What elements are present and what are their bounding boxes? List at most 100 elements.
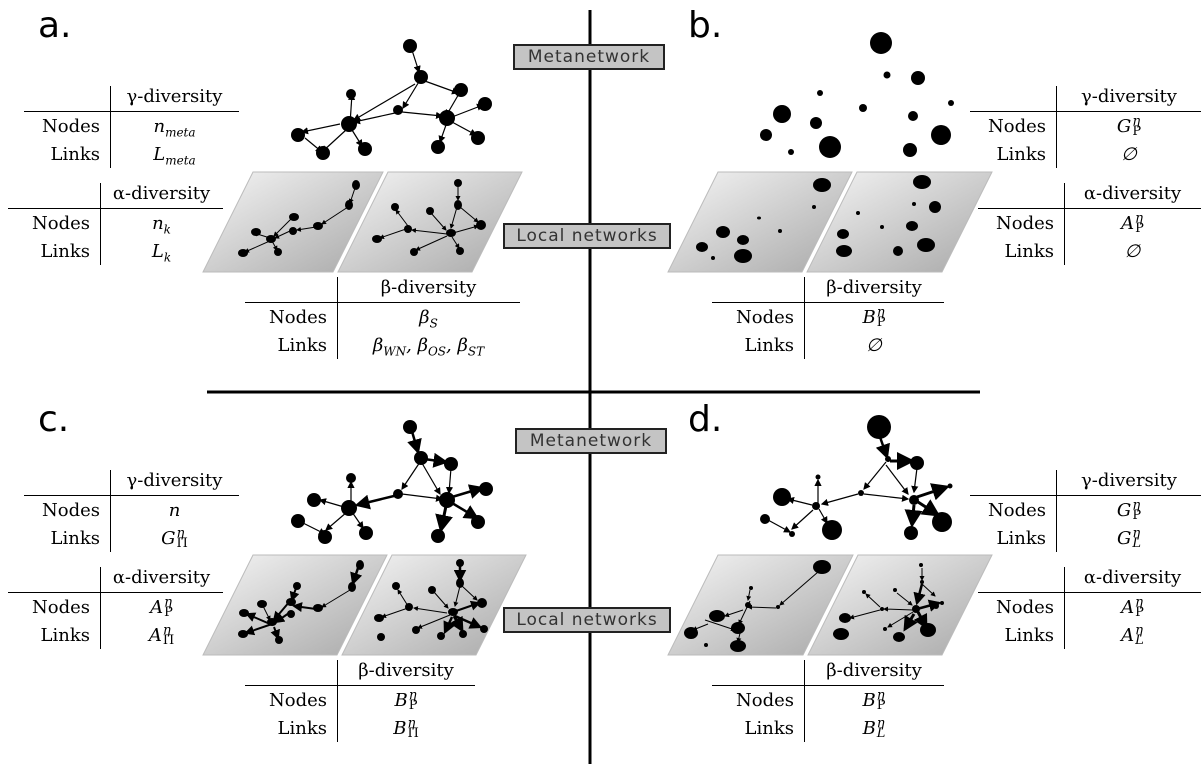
table-rule <box>978 592 1201 593</box>
row-label: Nodes <box>269 690 327 711</box>
table-header: γ-diversity <box>126 470 223 491</box>
row-label: Nodes <box>736 690 794 711</box>
row-label: Links <box>744 718 794 739</box>
local-nodes-b <box>696 175 941 263</box>
metanetwork-box-bottom: Metanetwork <box>515 428 667 454</box>
row-value: n <box>168 500 181 521</box>
local-nodes-d1 <box>684 560 831 652</box>
table-rule <box>245 685 475 686</box>
metanetwork-graph-d <box>767 436 950 533</box>
metanetwork-graph-a <box>300 46 485 153</box>
row-label: Links <box>50 144 100 165</box>
row-value: nk <box>152 213 171 237</box>
table-rule <box>978 208 1201 209</box>
table-a-alpha: α-diversity Nodes nk Links Lk <box>8 183 223 265</box>
row-label: Nodes <box>32 597 90 618</box>
row-value: ∅ <box>866 335 882 356</box>
table-header: β-diversity <box>380 277 477 298</box>
row-value: nmeta <box>153 116 196 140</box>
row-label: Nodes <box>988 500 1046 521</box>
row-value: ∅ <box>1124 241 1141 262</box>
local-nodes-c1 <box>238 560 364 644</box>
local-nodes-d2 <box>833 563 944 642</box>
table-rule <box>24 111 239 112</box>
table-divider <box>1056 470 1057 552</box>
row-label: Nodes <box>42 500 100 521</box>
local-network-c2 <box>381 566 483 635</box>
local-planes-b <box>667 171 993 273</box>
table-divider <box>100 183 101 265</box>
row-value: ∅ <box>1121 144 1137 165</box>
local-nodes-a2 <box>372 179 486 256</box>
metanetwork-box-top: Metanetwork <box>513 44 665 70</box>
row-label: Nodes <box>736 307 794 328</box>
table-header: α-diversity <box>1083 183 1182 204</box>
table-header: γ-diversity <box>1081 470 1177 491</box>
row-label: Links <box>40 241 90 262</box>
row-value: Lk <box>151 241 172 265</box>
row-label: Nodes <box>996 213 1054 234</box>
table-rule <box>245 302 520 303</box>
table-rule <box>8 592 223 593</box>
metanetwork-nodes-c <box>291 420 493 544</box>
row-label: Nodes <box>42 116 100 137</box>
local-planes-a <box>202 171 523 273</box>
row-value: βS <box>419 307 438 331</box>
metanetwork-nodes-b <box>760 32 954 158</box>
row-label: Nodes <box>269 307 327 328</box>
row-label: Links <box>40 625 90 646</box>
row-label: Links <box>996 528 1046 549</box>
table-rule <box>970 495 1201 496</box>
table-divider <box>804 277 805 359</box>
table-divider <box>804 660 805 742</box>
row-label: Links <box>277 335 327 356</box>
row-value: βWN, βOS, βST <box>372 335 485 359</box>
table-a-gamma: γ-diversity Nodes nmeta Links Lmeta <box>24 86 239 168</box>
local-planes-d <box>667 554 993 656</box>
table-header: α-diversity <box>112 183 211 204</box>
metanetwork-graph-c <box>302 427 485 535</box>
panel-label-a: a. <box>38 5 72 46</box>
row-label: Links <box>1004 241 1054 262</box>
table-rule <box>24 495 239 496</box>
table-a-beta: β-diversity Nodes βS Links βWN, βOS, βST <box>245 277 520 359</box>
table-header: β-diversity <box>826 277 922 298</box>
table-rule <box>970 111 1201 112</box>
row-label: Links <box>996 144 1046 165</box>
table-header: γ-diversity <box>1081 86 1177 107</box>
table-divider <box>100 567 101 649</box>
row-label: Links <box>277 718 327 739</box>
local-network-a2 <box>379 186 479 251</box>
table-header: β-diversity <box>358 660 454 681</box>
table-divider <box>337 660 338 742</box>
row-label: Nodes <box>988 116 1046 137</box>
row-label: Nodes <box>996 597 1054 618</box>
panel-label-d: d. <box>688 399 723 440</box>
table-header: α-diversity <box>1083 567 1182 588</box>
table-divider <box>1064 567 1065 649</box>
row-label: Links <box>744 335 794 356</box>
local-nodes-a1 <box>238 180 360 257</box>
metanetwork-nodes-a <box>291 39 492 160</box>
table-divider <box>1064 183 1065 265</box>
